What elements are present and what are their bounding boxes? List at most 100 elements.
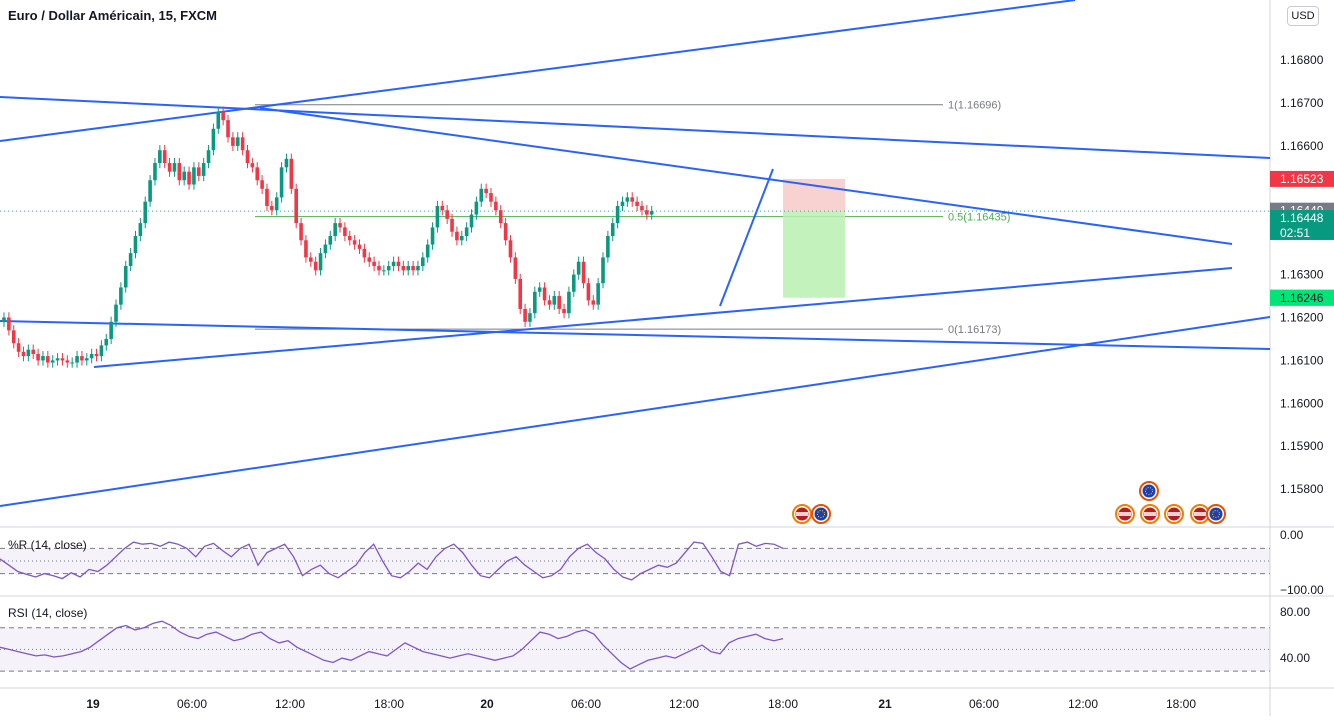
candle-body bbox=[119, 287, 123, 305]
rsi-line bbox=[0, 620, 784, 670]
candle-body bbox=[235, 137, 240, 146]
candle-body bbox=[508, 240, 513, 258]
price-tick-label: 1.15800 bbox=[1280, 482, 1324, 496]
candle-body bbox=[343, 227, 347, 236]
candle-body bbox=[50, 360, 55, 363]
candle-body bbox=[620, 201, 625, 206]
candle-body bbox=[445, 210, 449, 219]
time-axis-label: 18:00 bbox=[1166, 697, 1196, 711]
candle-body bbox=[240, 137, 245, 151]
candle-body bbox=[182, 171, 186, 181]
price-tick-label: 1.16000 bbox=[1280, 396, 1324, 410]
candle-body bbox=[265, 188, 269, 206]
time-axis-label: 21 bbox=[878, 697, 892, 711]
candle-body bbox=[567, 291, 571, 314]
candle-body bbox=[158, 150, 162, 164]
candle-body bbox=[187, 171, 191, 185]
current-price-label: 1.16448 bbox=[1280, 211, 1324, 225]
candle-body bbox=[615, 205, 620, 224]
candle-body bbox=[2, 317, 6, 322]
candle-body bbox=[55, 358, 60, 361]
time-axis-label: 12:00 bbox=[1068, 697, 1098, 711]
candle-body bbox=[16, 343, 21, 352]
candle-body bbox=[494, 201, 498, 211]
stop-price-highlight bbox=[1270, 289, 1334, 306]
candle-body bbox=[221, 111, 225, 121]
candle-body bbox=[70, 362, 74, 364]
candle-body bbox=[41, 356, 45, 361]
candle-body bbox=[586, 283, 591, 301]
candle-body bbox=[46, 356, 50, 363]
time-axis-label: 06:00 bbox=[177, 697, 207, 711]
us-flag-icon bbox=[1119, 512, 1131, 516]
candle-body bbox=[552, 296, 557, 305]
time-axis-label: 19 bbox=[86, 697, 100, 711]
candle-body bbox=[406, 266, 411, 271]
candle-body bbox=[498, 210, 503, 224]
candle-body bbox=[357, 244, 362, 249]
candle-body bbox=[328, 235, 333, 245]
candle-body bbox=[80, 356, 84, 361]
candle-body bbox=[274, 197, 279, 211]
candle-body bbox=[401, 266, 406, 271]
eu-flag-icon bbox=[1142, 484, 1156, 498]
candle-body bbox=[610, 223, 615, 236]
trend-line bbox=[259, 107, 1233, 245]
fib-level-label: 1(1.16696) bbox=[948, 100, 1001, 112]
candle-body bbox=[338, 223, 342, 228]
williams-r-tick: 0.00 bbox=[1280, 528, 1304, 542]
candle-body bbox=[640, 205, 644, 211]
candle-body bbox=[591, 300, 596, 305]
candle-body bbox=[347, 235, 352, 241]
candle-body bbox=[177, 163, 182, 181]
candle-body bbox=[289, 158, 294, 189]
eu-flag-icon bbox=[814, 507, 828, 521]
candle-body bbox=[167, 163, 172, 172]
rsi-tick: 40.00 bbox=[1280, 651, 1310, 665]
candle-body bbox=[7, 317, 11, 331]
candle-body bbox=[518, 278, 523, 309]
trend-line bbox=[0, 320, 1271, 350]
fib-level-label: 0(1.16173) bbox=[948, 324, 1001, 336]
candle-body bbox=[148, 180, 152, 202]
price-tick-label: 1.16200 bbox=[1280, 311, 1324, 325]
candle-body bbox=[84, 358, 89, 361]
candle-body bbox=[416, 266, 420, 271]
trend-line bbox=[93, 267, 1233, 368]
eu-flag-icon bbox=[1209, 507, 1223, 521]
candle-body bbox=[630, 197, 635, 202]
candle-body bbox=[537, 287, 542, 292]
candle-body bbox=[60, 358, 65, 361]
candle-body bbox=[201, 163, 206, 176]
candle-body bbox=[206, 150, 211, 164]
candle-body bbox=[31, 349, 36, 354]
time-axis-label: 18:00 bbox=[768, 697, 798, 711]
candle-body bbox=[109, 321, 113, 339]
candle-body bbox=[192, 167, 196, 185]
candle-body bbox=[367, 257, 372, 262]
candle-body bbox=[309, 257, 313, 262]
time-axis-label: 20 bbox=[480, 697, 494, 711]
candle-body bbox=[625, 197, 630, 202]
candle-body bbox=[89, 353, 94, 359]
williams-r-tick: −100.00 bbox=[1280, 583, 1324, 597]
candle-body bbox=[435, 205, 440, 228]
candle-body bbox=[455, 231, 459, 241]
candle-body bbox=[450, 218, 454, 232]
candle-body bbox=[440, 205, 445, 211]
stop-price-label: 1.16246 bbox=[1280, 291, 1324, 305]
time-axis-label: 12:00 bbox=[275, 697, 305, 711]
candle-body bbox=[114, 304, 118, 322]
candle-body bbox=[430, 227, 435, 245]
candle-body bbox=[645, 210, 649, 215]
candle-body bbox=[333, 223, 337, 236]
candle-body bbox=[26, 349, 31, 357]
candle-body bbox=[318, 253, 323, 271]
currency-button[interactable]: USD bbox=[1287, 6, 1319, 26]
candle-body bbox=[99, 345, 104, 357]
candle-body bbox=[250, 163, 255, 168]
us-flag-icon bbox=[796, 512, 808, 516]
candle-body bbox=[382, 270, 386, 272]
